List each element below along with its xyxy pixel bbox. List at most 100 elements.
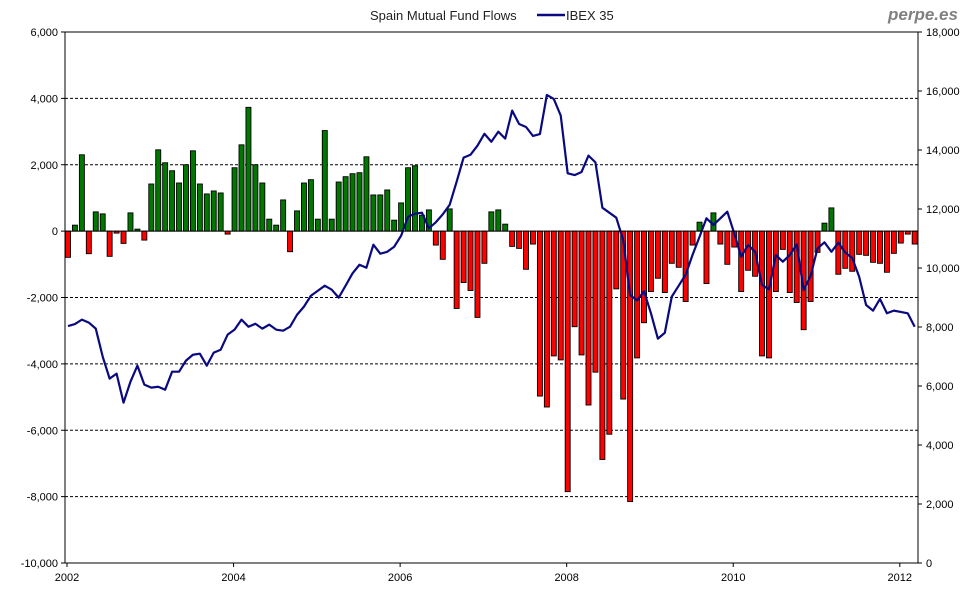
bar: [897, 230, 904, 244]
bar: [523, 230, 529, 270]
bar: [877, 230, 883, 264]
right-tick-label: 16,000: [926, 86, 960, 98]
bar: [765, 230, 772, 359]
bar: [106, 230, 113, 257]
bar: [724, 230, 731, 265]
left-tick-label: 4,000: [30, 93, 58, 105]
bar: [398, 202, 405, 232]
bar: [176, 182, 182, 232]
bar: [314, 218, 321, 232]
x-tick-label: 2002: [55, 572, 79, 584]
line-series-ibex-35: [67, 93, 916, 404]
bar: [613, 230, 620, 290]
bar: [564, 230, 571, 493]
bar: [703, 230, 710, 285]
legend-label-ibex: IBEX 35: [566, 8, 614, 23]
bar: [169, 170, 176, 232]
bar: [634, 230, 641, 359]
bar: [321, 130, 328, 232]
bar: [141, 230, 148, 241]
legend-label-fund-flows: Spain Mutual Fund Flows: [370, 8, 517, 23]
bar: [287, 230, 294, 253]
bar: [911, 230, 918, 245]
bar: [370, 194, 377, 232]
bar: [342, 176, 349, 232]
bar: [793, 230, 800, 303]
bar: [210, 190, 217, 232]
legend: Spain Mutual Fund Flows IBEX 35: [370, 8, 614, 23]
bar: [120, 230, 127, 244]
bar: [412, 165, 418, 232]
bar: [439, 230, 446, 260]
bar: [92, 211, 99, 232]
right-tick-label: 0: [926, 558, 932, 570]
bar: [641, 230, 647, 324]
bar: [550, 230, 557, 357]
right-tick-label: 10,000: [926, 263, 960, 275]
bar: [259, 182, 266, 232]
left-tick-label: -10,000: [21, 558, 58, 570]
bar: [779, 230, 786, 250]
bar: [759, 230, 765, 357]
bar: [835, 230, 842, 275]
bar: [307, 179, 314, 232]
bar: [856, 230, 863, 255]
bar: [592, 230, 599, 373]
bar: [238, 144, 245, 232]
bar: [661, 230, 668, 293]
bar: [654, 230, 661, 279]
bar: [689, 230, 696, 246]
bar: [217, 192, 224, 232]
bar: [668, 230, 675, 264]
bar: [474, 230, 481, 318]
left-tick-label: -2,000: [27, 293, 58, 305]
bar: [883, 230, 890, 273]
right-tick-label: 6,000: [926, 381, 954, 393]
bar: [467, 230, 474, 291]
bar: [516, 230, 523, 249]
bar: [717, 230, 724, 245]
bar: [863, 230, 870, 256]
bar: [162, 162, 169, 232]
bar: [196, 183, 203, 232]
bar: [273, 224, 280, 232]
bar: [578, 230, 585, 356]
bar: [71, 224, 78, 232]
bar: [675, 230, 682, 268]
bar: [377, 194, 384, 232]
left-tick-label: 0: [52, 226, 58, 238]
bar: [280, 199, 287, 232]
bar: [335, 181, 342, 232]
bar: [294, 210, 300, 232]
bar: [460, 230, 467, 284]
bar: [155, 149, 162, 232]
bar: [301, 182, 307, 232]
bar: [599, 230, 606, 460]
left-tick-label: -4,000: [27, 359, 58, 371]
right-tick-label: 8,000: [926, 322, 954, 334]
left-tick-label: 2,000: [30, 160, 58, 172]
left-tick-label: 6,000: [30, 27, 58, 39]
bar: [870, 230, 876, 263]
x-tick-label: 2008: [554, 572, 578, 584]
x-tick-label: 2006: [388, 572, 412, 584]
bar: [627, 230, 634, 503]
bar: [183, 164, 189, 232]
bar: [453, 230, 460, 309]
bar: [384, 189, 391, 232]
bar: [786, 230, 793, 293]
x-tick-label: 2012: [888, 572, 912, 584]
bar: [266, 218, 273, 232]
bar: [495, 209, 502, 232]
bar: [606, 230, 613, 435]
bar: [828, 207, 835, 232]
bar: [65, 230, 71, 258]
left-tick-label: -8,000: [27, 492, 58, 504]
bar: [509, 230, 516, 247]
bar: [127, 212, 134, 232]
right-tick-label: 4,000: [926, 440, 954, 452]
bar: [536, 230, 543, 397]
bar: [745, 230, 752, 271]
bar: [78, 154, 85, 232]
right-tick-label: 12,000: [926, 204, 960, 216]
